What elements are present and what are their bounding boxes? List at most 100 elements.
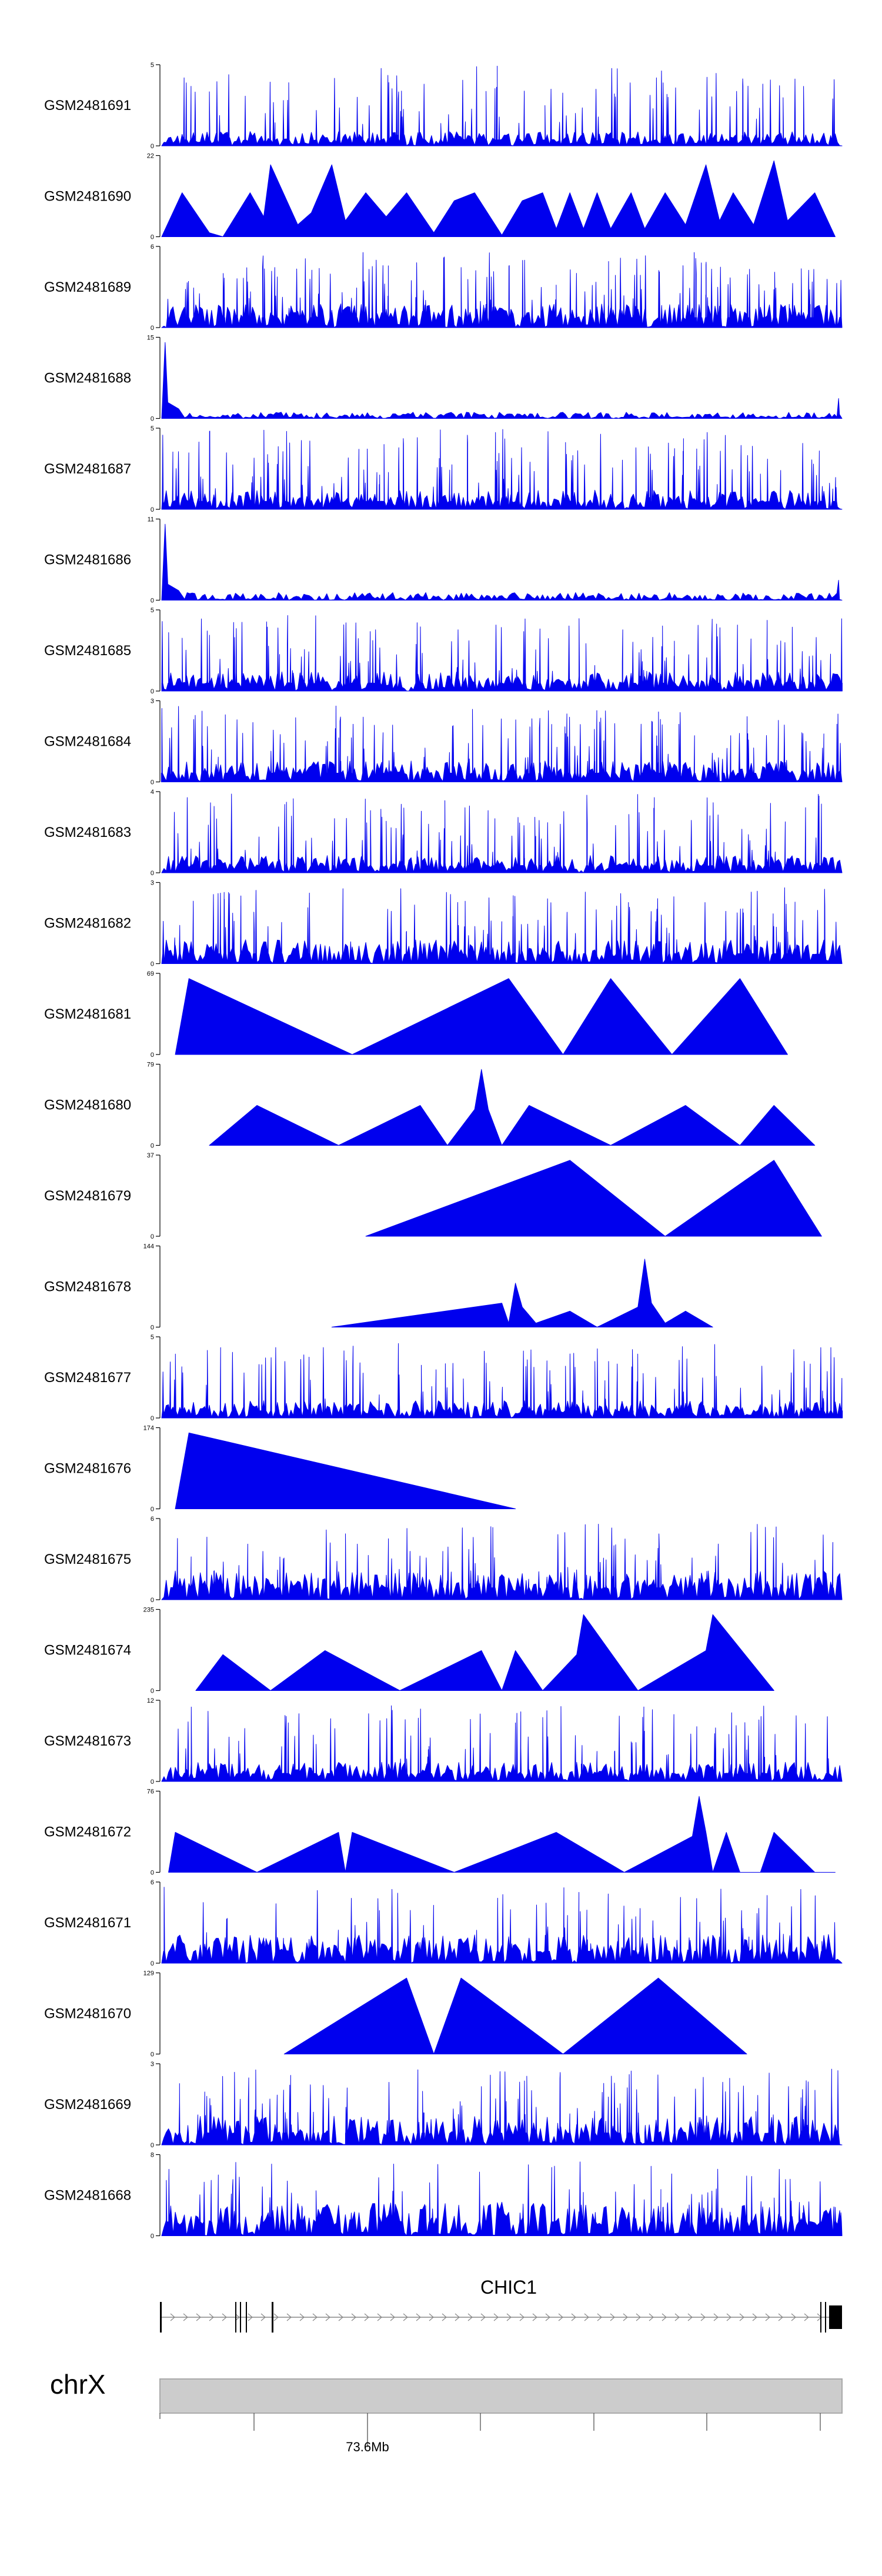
y-axis-max-label: 6 [151,1516,154,1523]
exon [246,2302,247,2333]
y-axis-min-label: 0 [151,1688,154,1695]
strand-arrow [364,2313,369,2321]
exon [829,2305,842,2329]
y-axis-max-label: 76 [147,1788,154,1796]
signal-area [161,342,843,419]
track-GSM2481679: GSM2481679 37 0 [44,1152,822,1240]
track-GSM2481683: GSM2481683 4 0 [44,789,843,877]
strand-arrow [286,2313,292,2321]
track-GSM2481689: GSM2481689 6 0 [44,243,843,332]
y-axis-min-label: 0 [151,688,154,695]
track-label: GSM2481683 [44,825,131,840]
y-axis-max-label: 8 [151,2152,154,2159]
strand-arrow [752,2313,757,2321]
y-axis-min-label: 0 [151,2233,154,2240]
signal-area [161,252,843,328]
strand-arrow [791,2313,796,2321]
y-axis-min-label: 0 [151,1870,154,1877]
strand-arrow [584,2313,589,2321]
track-GSM2481673: GSM2481673 12 0 [44,1697,843,1786]
signal-area [161,793,843,873]
track-GSM2481668: GSM2481668 8 0 [44,2152,843,2240]
signal-area [161,2068,843,2145]
exon [825,2302,826,2333]
chromosome-label: chrX [50,2369,106,2400]
signal-area [161,887,843,964]
track-GSM2481675: GSM2481675 6 0 [44,1516,843,1604]
signal-area [161,160,836,237]
y-axis-max-label: 37 [147,1152,154,1159]
signal-area [161,1887,843,1964]
y-axis-max-label: 174 [143,1425,154,1432]
strand-arrow [403,2313,408,2321]
track-GSM2481690: GSM2481690 22 0 [44,153,836,241]
track-GSM2481684: GSM2481684 3 0 [44,698,843,786]
strand-arrow [597,2313,602,2321]
y-axis-max-label: 235 [143,1607,154,1614]
track-label: GSM2481688 [44,371,131,386]
signal-area [161,429,843,510]
signal-area [161,2161,843,2236]
y-axis-min-label: 0 [151,506,154,513]
strand-arrow [299,2313,305,2321]
gene-annotation-panel: CHIC1 chrX 73.6Mb [50,2277,843,2454]
position-label: 73.6Mb [346,2440,389,2454]
track-label: GSM2481684 [44,734,131,750]
y-axis-max-label: 144 [143,1243,154,1250]
y-axis-min-label: 0 [151,325,154,332]
y-axis-max-label: 3 [151,698,154,705]
track-label: GSM2481690 [44,189,131,205]
track-label: GSM2481691 [44,98,131,114]
y-axis-max-label: 15 [147,335,154,342]
track-label: GSM2481671 [44,1915,131,1931]
strand-arrow [713,2313,719,2321]
y-axis-min-label: 0 [151,143,154,150]
exon [820,2302,821,2333]
y-axis-min-label: 0 [151,1597,154,1604]
track-GSM2481680: GSM2481680 79 0 [44,1062,816,1150]
strand-arrow [649,2313,654,2321]
y-axis-max-label: 3 [151,880,154,887]
strand-arrow [623,2313,628,2321]
strand-arrow [571,2313,576,2321]
signal-area [168,1796,836,1873]
strand-arrow [273,2313,279,2321]
strand-arrow [506,2313,512,2321]
y-axis-min-label: 0 [151,961,154,968]
strand-arrow [532,2313,537,2321]
track-label: GSM2481680 [44,1097,131,1113]
track-GSM2481677: GSM2481677 5 0 [44,1334,843,1422]
strand-arrow [739,2313,744,2321]
y-axis-min-label: 0 [151,1506,154,1513]
strand-arrow [416,2313,421,2321]
y-axis-min-label: 0 [151,416,154,423]
position-ruler [159,2413,821,2447]
track-label: GSM2481689 [44,279,131,295]
signal-tracks: GSM248169150GSM2481690220GSM248168960GSM… [44,62,843,2240]
y-axis-max-label: 11 [148,516,154,523]
signal-area [331,1259,713,1327]
track-label: GSM2481669 [44,2097,131,2113]
strand-arrow [260,2313,266,2321]
y-axis-max-label: 6 [151,1879,154,1886]
strand-arrow [183,2313,188,2321]
y-axis-min-label: 0 [151,234,154,241]
signal-area [161,65,843,146]
strand-arrow [235,2313,240,2321]
y-axis-min-label: 0 [151,1778,154,1786]
track-GSM2481678: GSM2481678 144 0 [44,1243,713,1332]
y-axis-min-label: 0 [151,1324,154,1332]
track-GSM2481682: GSM2481682 3 0 [44,880,843,968]
y-axis-max-label: 6 [151,243,154,251]
track-label: GSM2481676 [44,1461,131,1477]
track-label: GSM2481687 [44,461,131,477]
signal-area [209,1069,816,1146]
y-axis-max-label: 5 [151,425,154,432]
track-GSM2481687: GSM2481687 5 0 [44,425,843,513]
track-label: GSM2481675 [44,1551,131,1567]
track-label: GSM2481686 [44,552,131,568]
strand-arrow [222,2313,227,2321]
strand-arrow [170,2313,175,2321]
strand-arrow [351,2313,356,2321]
track-GSM2481674: GSM2481674 235 0 [44,1607,774,1695]
